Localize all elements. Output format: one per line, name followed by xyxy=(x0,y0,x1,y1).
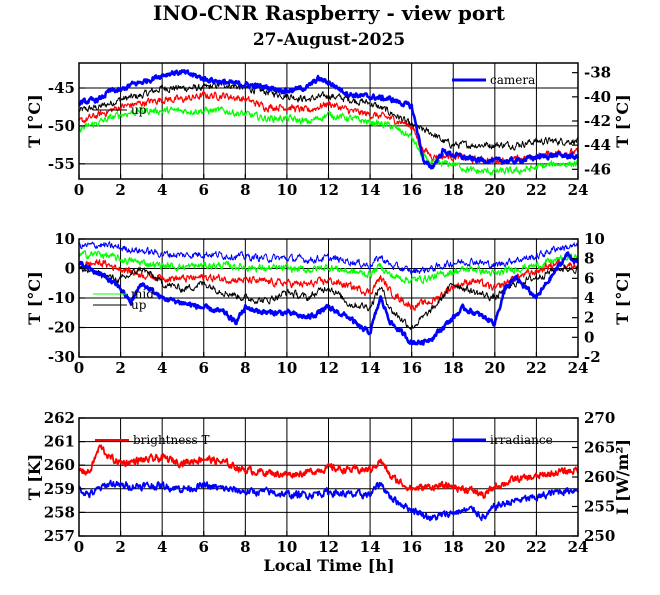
x-tick-label: 0 xyxy=(74,359,84,377)
y-tick-label: 0 xyxy=(65,260,75,278)
x-tick-label: 4 xyxy=(157,538,167,556)
legend-label: up xyxy=(131,298,147,312)
panel-camera-temperature: 0 2 4 6 8 10 12 14 16 18 20 22 24-45-50-55-38-40-42-… xyxy=(25,62,632,199)
x-tick-label: 24 xyxy=(568,181,589,199)
y2-tick-label: 265 xyxy=(584,439,615,457)
y2-tick-label: 10 xyxy=(584,230,605,248)
x-tick-label: 2 xyxy=(115,538,125,556)
y-tick-label: -20 xyxy=(48,319,75,337)
y-tick-label: -45 xyxy=(48,79,75,97)
x-tick-label: 4 xyxy=(157,359,167,377)
x-tick-label: 0 xyxy=(74,181,84,199)
y-tick-label: 262 xyxy=(44,409,75,427)
y-tick-label: -50 xyxy=(48,117,75,135)
y2-tick-label: -42 xyxy=(584,112,611,130)
y-tick-label: 258 xyxy=(44,503,75,521)
x-tick-label: 18 xyxy=(443,538,464,556)
x-tick-label: 6 xyxy=(199,359,209,377)
y2-tick-label: 250 xyxy=(584,527,615,545)
y-tick-label: -10 xyxy=(48,289,75,307)
x-tick-label: 6 xyxy=(199,538,209,556)
y2-tick-label: -2 xyxy=(584,348,601,366)
panel-temperature-profile: 0 2 4 6 8 10 12 14 16 18 20 22 24100-10-20-301086420… xyxy=(25,230,632,377)
x-tick-label: 12 xyxy=(318,181,339,199)
y2-tick-label: -40 xyxy=(584,88,611,106)
x-tick-label: 18 xyxy=(443,181,464,199)
y2-tick-label: 0 xyxy=(584,328,594,346)
x-tick-label: 24 xyxy=(568,538,589,556)
x-axis-label: Local Time [h] xyxy=(263,556,394,575)
x-tick-label: 16 xyxy=(401,181,422,199)
y2-tick-label: 270 xyxy=(584,409,615,427)
y2-tick-label: 8 xyxy=(584,250,594,268)
series-line-red xyxy=(78,259,579,311)
x-tick-label: 10 xyxy=(276,181,297,199)
y-tick-label: 261 xyxy=(44,433,75,451)
y2-tick-label: 6 xyxy=(584,269,594,287)
series-line-green xyxy=(78,106,579,176)
series-line-blue xyxy=(78,69,580,170)
series-line-green xyxy=(78,250,579,285)
page-title: INO-CNR Raspberry - view port xyxy=(153,1,506,25)
x-tick-label: 2 xyxy=(115,181,125,199)
x-tick-label: 12 xyxy=(318,359,339,377)
y-tick-label: -55 xyxy=(48,155,75,173)
y-tick-label: 260 xyxy=(44,456,75,474)
x-tick-label: 22 xyxy=(526,181,547,199)
legend-label: brightness T xyxy=(133,433,209,447)
y2-tick-label: 255 xyxy=(584,498,615,516)
y2-tick-label: -44 xyxy=(584,136,611,154)
x-tick-label: 8 xyxy=(240,538,250,556)
series-line-black xyxy=(78,80,579,151)
y-tick-label: 257 xyxy=(44,527,75,545)
x-tick-label: 2 xyxy=(115,359,125,377)
page-subtitle: 27-August-2025 xyxy=(253,30,405,50)
series-line-blue-thick xyxy=(77,251,579,346)
x-tick-label: 0 xyxy=(74,538,84,556)
x-tick-label: 14 xyxy=(360,359,381,377)
x-tick-label: 10 xyxy=(276,538,297,556)
x-tick-label: 6 xyxy=(199,181,209,199)
y2-tick-label: -46 xyxy=(584,160,611,178)
x-tick-label: 4 xyxy=(157,181,167,199)
y-axis-label: T [°C] xyxy=(25,94,44,147)
x-tick-label: 20 xyxy=(484,538,505,556)
x-tick-label: 14 xyxy=(360,538,381,556)
x-tick-label: 8 xyxy=(240,359,250,377)
x-tick-label: 10 xyxy=(276,359,297,377)
y2-tick-label: 260 xyxy=(584,468,615,486)
series-line-red xyxy=(78,444,579,500)
y-axis-label: T [K] xyxy=(25,454,44,501)
x-tick-label: 16 xyxy=(401,359,422,377)
y2-tick-label: 4 xyxy=(584,289,594,307)
legend-label: mid xyxy=(131,287,154,301)
y-tick-label: 259 xyxy=(44,480,75,498)
x-tick-label: 22 xyxy=(526,359,547,377)
series-line-blue-thin xyxy=(78,241,579,275)
x-tick-label: 20 xyxy=(484,181,505,199)
y2-axis-label: T [°C] xyxy=(613,94,632,147)
x-tick-label: 22 xyxy=(526,538,547,556)
legend-label: irradiance xyxy=(490,433,553,447)
y-tick-label: -30 xyxy=(48,348,75,366)
y2-tick-label: 2 xyxy=(584,309,594,327)
x-tick-label: 8 xyxy=(240,181,250,199)
y-tick-label: 10 xyxy=(54,230,75,248)
y2-axis-label: I [W/m²] xyxy=(613,439,632,515)
series-line-blue xyxy=(78,479,579,522)
x-tick-label: 18 xyxy=(443,359,464,377)
series-line-black xyxy=(78,264,579,330)
legend-label: up xyxy=(131,103,147,117)
panel-brightness-irradiance: 0 2 4 6 8 10 12 14 16 18 20 22 242622612602592582572… xyxy=(25,409,632,556)
y-axis-label: T [°C] xyxy=(25,271,44,324)
y2-axis-label: T [°C] xyxy=(613,271,632,324)
x-tick-label: 24 xyxy=(568,359,589,377)
x-tick-label: 12 xyxy=(318,538,339,556)
y2-tick-label: -38 xyxy=(584,64,611,82)
legend-label: camera xyxy=(490,73,535,87)
x-tick-label: 20 xyxy=(484,359,505,377)
x-tick-label: 16 xyxy=(401,538,422,556)
x-tick-label: 14 xyxy=(360,181,381,199)
